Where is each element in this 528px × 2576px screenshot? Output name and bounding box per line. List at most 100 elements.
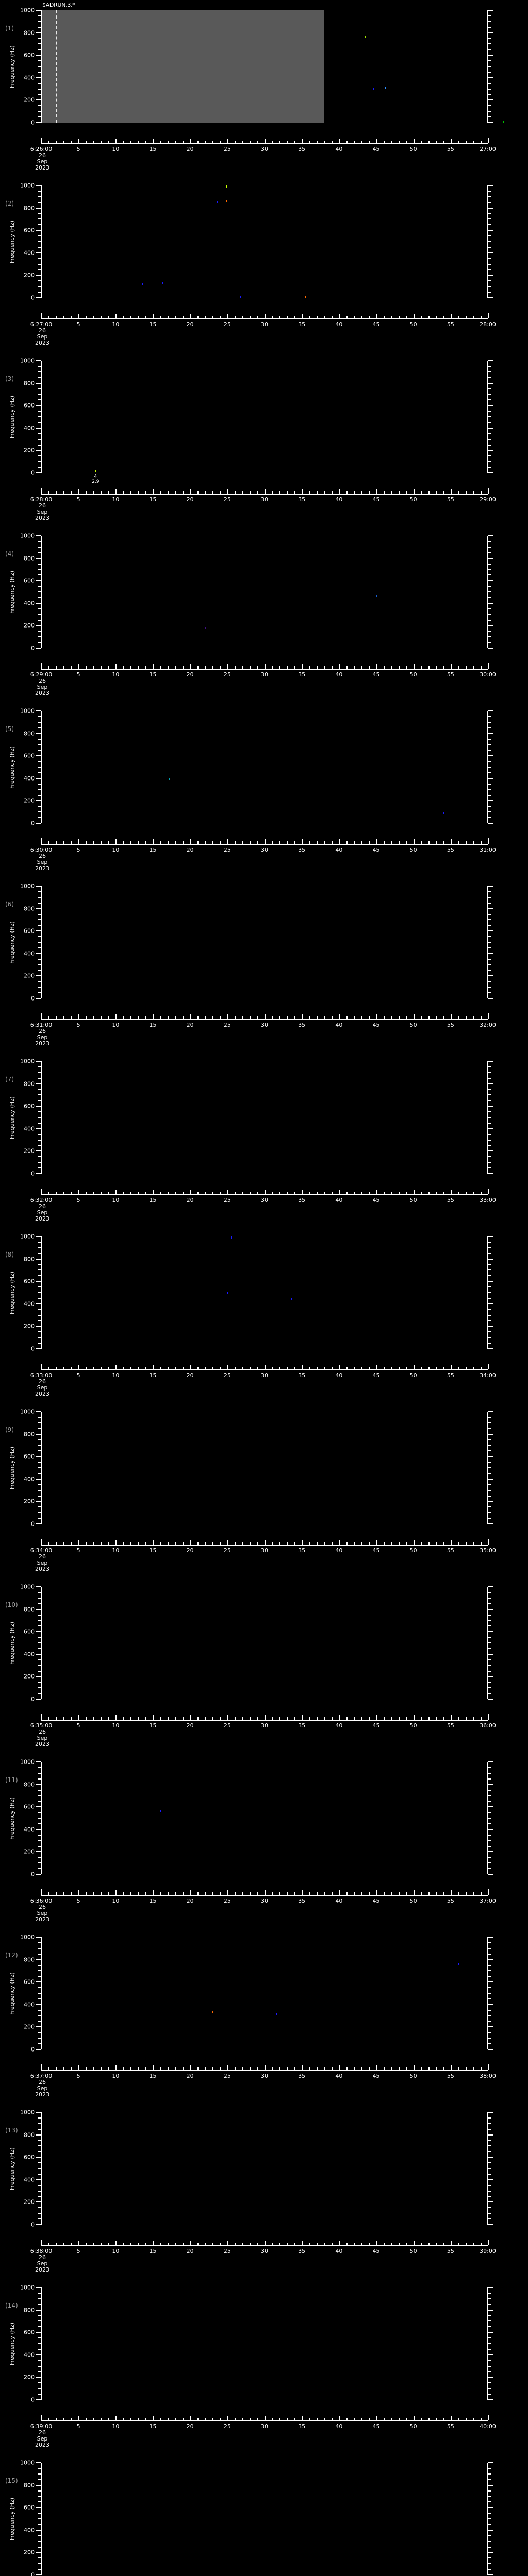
y-tick-major-right — [488, 602, 493, 604]
spectrogram-panel[interactable]: (10) Frequency (Hz) 0 200 400 600 800 1000 6:35:… — [0, 1577, 528, 1752]
y-tick-major-right — [488, 1784, 493, 1785]
x-tick-minor — [421, 666, 422, 669]
x-tick-label: 30 — [261, 846, 268, 853]
x-tick-minor — [86, 2243, 87, 2245]
x-tick-minor — [287, 2243, 288, 2245]
y-tick-minor-right — [488, 2303, 491, 2305]
y-tick-major — [36, 1061, 41, 1062]
y-tick-minor — [38, 1812, 41, 1814]
y-tick-label: 200 — [24, 972, 35, 979]
y-tick-minor-right — [488, 1089, 491, 1090]
plot-area[interactable]: 0 200 400 600 800 1000 — [20, 1935, 493, 2053]
plot-area[interactable]: 0 200 400 600 800 1000 — [20, 533, 493, 651]
y-tick-major — [36, 1433, 41, 1435]
x-tick-minor — [361, 2418, 362, 2420]
y-tick-minor-right — [488, 1117, 491, 1118]
date-line: 2023 — [35, 340, 50, 346]
spectrogram-panel[interactable]: (14) Frequency (Hz) 0 200 400 600 800 1000 6:39:… — [0, 2277, 528, 2452]
x-tick-minor — [480, 841, 482, 844]
x-tick-minor — [242, 1717, 243, 1720]
y-axis-label: Frequency (Hz) — [8, 1937, 15, 2049]
x-tick-minor — [406, 1542, 407, 1545]
x-tick-minor — [48, 666, 50, 669]
y-tick-label: 0 — [31, 2396, 35, 2403]
plot-area[interactable]: 0 200 400 600 800 1000 — [20, 1759, 493, 1877]
x-tick-minor — [465, 141, 467, 143]
x-tick-major — [227, 489, 228, 494]
y-tick-minor-right — [488, 388, 491, 389]
spectrogram-panel[interactable]: (1) $ADRUN,3,* Frequency (Hz) 0 200 400 600 800… — [0, 0, 528, 175]
date-line: Sep — [37, 333, 48, 340]
y-axis-label: Frequency (Hz) — [8, 2112, 15, 2225]
y-tick-label: 600 — [24, 752, 35, 759]
x-tick-minor — [235, 2067, 236, 2070]
y-tick-label: 400 — [24, 2527, 35, 2534]
date-line: 26 — [39, 152, 46, 159]
x-tick-minor — [398, 1192, 400, 1194]
x-tick-major — [153, 1014, 154, 1019]
x-tick-minor — [391, 2067, 392, 2070]
x-tick-minor — [458, 666, 459, 669]
x-tick-minor — [391, 1542, 392, 1545]
plot-area[interactable]: 0 200 400 600 800 1000 — [20, 2285, 493, 2403]
x-tick-major — [190, 2241, 191, 2245]
y-tick-minor-right — [488, 1614, 491, 1616]
spectrogram-panel[interactable]: (6) Frequency (Hz) 0 200 400 600 800 1000 6:31:0… — [0, 876, 528, 1051]
y-tick-minor — [38, 1111, 41, 1113]
plot-area[interactable]: 0 200 400 600 800 1000 — [20, 8, 504, 126]
spectrogram-panel[interactable]: (2) Frequency (Hz) 0 200 400 600 800 1000 6:27:0… — [0, 175, 528, 350]
x-tick-label: 35 — [298, 2073, 306, 2079]
y-tick-minor-right — [488, 2015, 491, 2016]
spectrogram-panel[interactable]: (4) Frequency (Hz) 0 200 400 600 800 1000 6:29:0… — [0, 526, 528, 701]
plot-area[interactable]: 0 200 400 600 800 1000 — [20, 183, 493, 301]
spectrogram-panel[interactable]: (11) Frequency (Hz) 0 200 400 600 800 1000 6:36:… — [0, 1752, 528, 1927]
x-tick-minor — [279, 316, 280, 318]
y-axis-right-spine — [487, 1412, 488, 1524]
plot-area[interactable]: 0 200 400 600 800 1000 — [20, 358, 493, 476]
detection-mark — [95, 470, 97, 473]
plot-area[interactable]: 0 200 400 600 800 1000 — [20, 1059, 493, 1177]
spectrogram-panel[interactable]: (9) Frequency (Hz) 0 200 400 600 800 1000 6:34:0… — [0, 1401, 528, 1577]
x-tick-major — [265, 1890, 266, 1895]
x-tick-major — [302, 1540, 303, 1545]
y-tick-minor — [38, 1252, 41, 1254]
x-tick-minor — [294, 666, 295, 669]
y-tick-minor-right — [488, 1416, 491, 1418]
plot-area[interactable]: 0 200 400 600 800 1000 — [20, 708, 493, 826]
plot-area[interactable]: 0 200 400 600 800 1000 — [20, 1234, 493, 1352]
spectrogram-panel[interactable]: (12) Frequency (Hz) 0 200 400 600 800 1000 6:37:… — [0, 1927, 528, 2102]
y-tick-minor — [38, 811, 41, 813]
x-tick-minor — [250, 841, 251, 844]
x-tick-label: 20 — [186, 1022, 194, 1028]
plot-area[interactable]: 0 200 400 600 800 1000 — [20, 1409, 493, 1527]
spectrogram-panel[interactable]: (5) Frequency (Hz) 0 200 400 600 800 1000 6:30:0… — [0, 701, 528, 876]
plot-area[interactable]: 0 200 400 600 800 1000 — [20, 2110, 493, 2228]
x-axis — [41, 838, 489, 845]
x-tick-label-start: 6:29:00 — [30, 671, 53, 678]
y-tick-minor — [38, 1133, 41, 1135]
spectrogram-panel[interactable]: (7) Frequency (Hz) 0 200 400 600 800 1000 6:32:0… — [0, 1051, 528, 1226]
plot-area[interactable]: 0 200 400 600 800 1000 — [20, 2460, 493, 2576]
x-tick-minor — [324, 1542, 325, 1545]
y-tick-minor-right — [488, 919, 491, 921]
plot-area[interactable]: 0 200 400 600 800 1000 — [20, 1584, 493, 1702]
plot-area[interactable]: 0 200 400 600 800 1000 — [20, 884, 493, 1002]
y-tick-minor — [38, 1320, 41, 1321]
y-tick-minor — [38, 574, 41, 576]
x-tick-major — [78, 1014, 80, 1019]
y-tick-minor-right — [488, 416, 491, 417]
x-tick-minor — [421, 1542, 422, 1545]
y-tick-minor — [38, 1292, 41, 1293]
x-tick-label: 55 — [447, 846, 454, 853]
y-tick-minor-right — [488, 1993, 491, 1994]
x-tick-minor — [294, 491, 295, 494]
spectrogram-panel[interactable]: (8) Frequency (Hz) 0 200 400 600 800 1000 6:33:0… — [0, 1226, 528, 1401]
x-tick-minor — [480, 316, 482, 318]
x-tick-minor — [421, 841, 422, 844]
x-tick-minor — [71, 491, 72, 494]
x-tick-label: 30 — [261, 1197, 268, 1204]
detection-mark — [502, 120, 504, 123]
spectrogram-panel[interactable]: (3) Frequency (Hz) 0 200 400 600 800 1000 4 2.9 6:… — [0, 350, 528, 526]
spectrogram-panel[interactable]: (13) Frequency (Hz) 0 200 400 600 800 1000 6:38:… — [0, 2102, 528, 2277]
spectrogram-panel[interactable]: (15)Frequency (Hz)020040060080010006:40:… — [0, 2452, 528, 2576]
